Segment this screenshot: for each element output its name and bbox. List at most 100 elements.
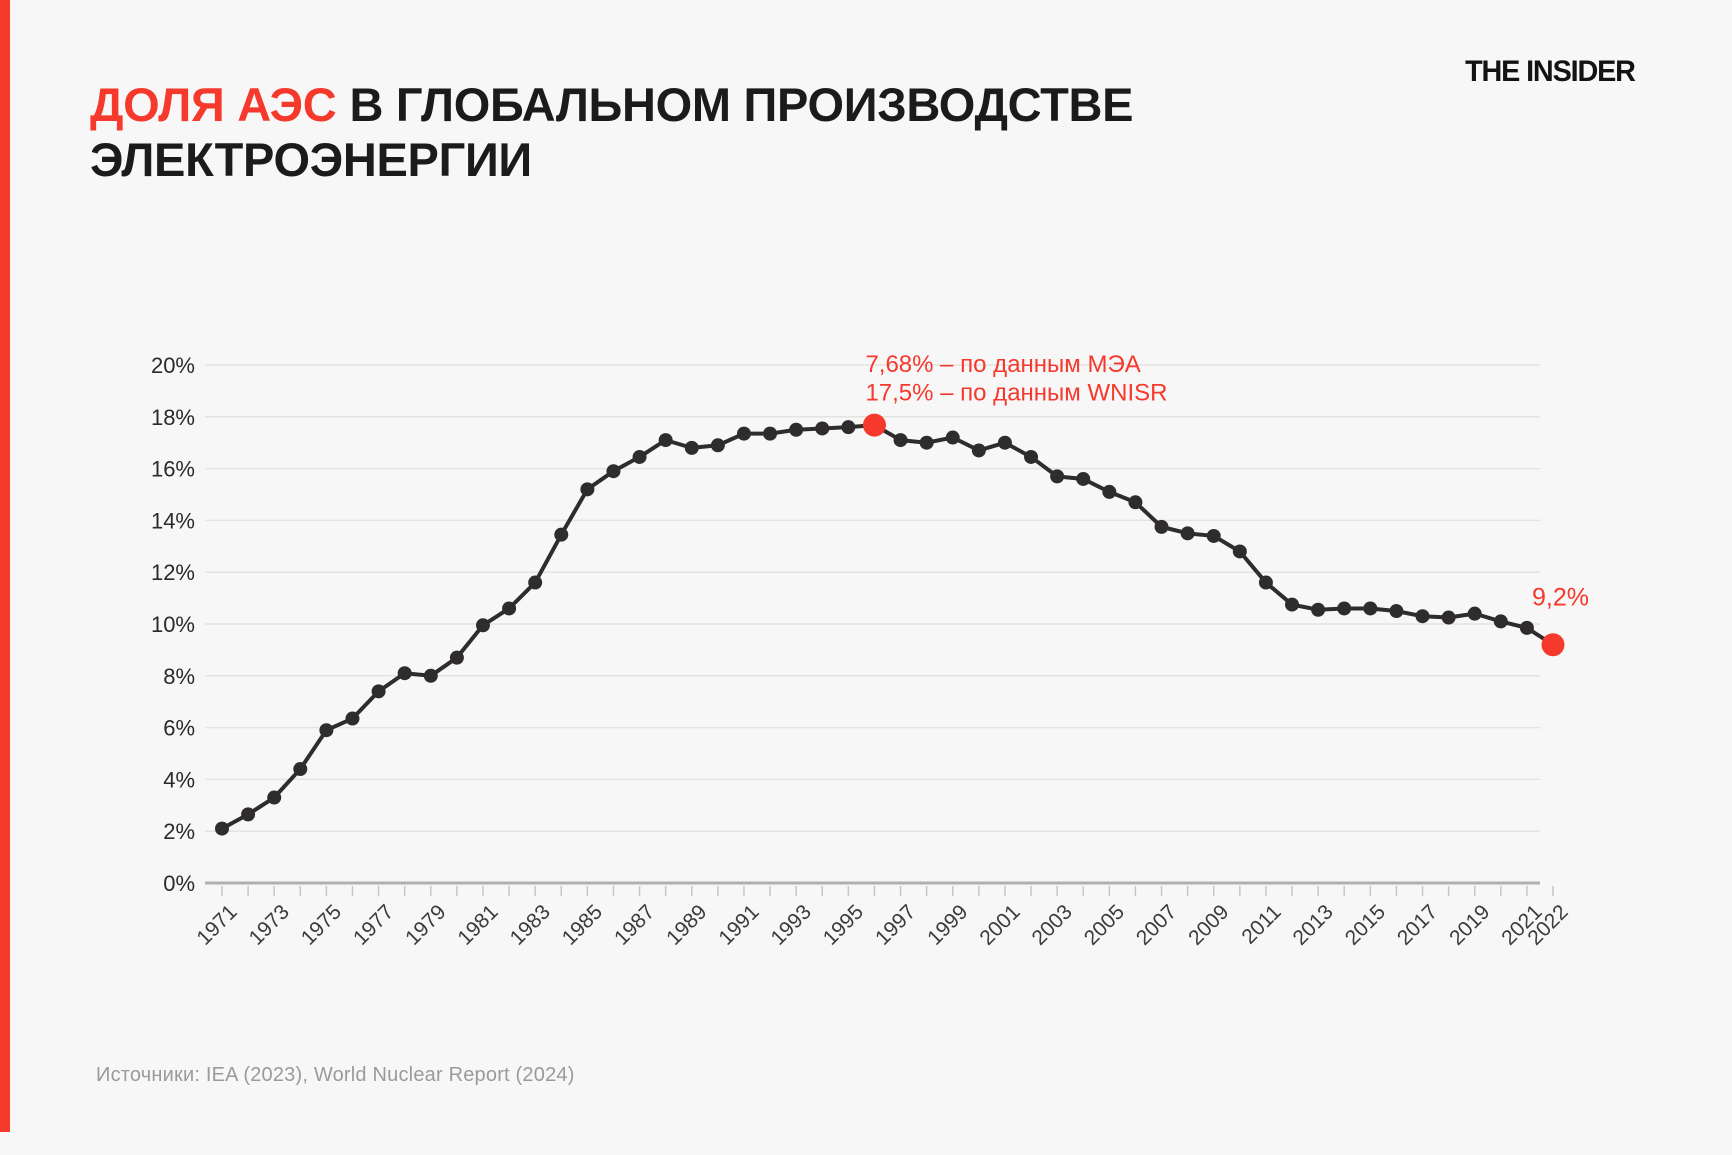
data-point <box>815 421 830 436</box>
data-point <box>423 668 438 683</box>
y-tick-label: 18% <box>151 405 195 430</box>
x-tick-label: 2015 <box>1341 900 1390 949</box>
y-tick-label: 14% <box>151 508 195 533</box>
data-point <box>1180 526 1195 541</box>
x-tick-label: 1979 <box>401 900 450 949</box>
data-point <box>215 821 229 836</box>
data-point <box>1493 614 1508 629</box>
data-point <box>945 430 960 445</box>
x-tick-label: 1983 <box>506 900 555 949</box>
data-point-highlight <box>1541 633 1565 657</box>
chart-line <box>220 423 1555 831</box>
data-point <box>1441 610 1456 625</box>
y-tick-label: 4% <box>163 767 195 792</box>
data-point <box>1258 575 1273 590</box>
source-note: Источники: IEA (2023), World Nuclear Rep… <box>96 1064 575 1086</box>
x-tick-label: 1987 <box>610 900 659 949</box>
data-point <box>710 438 725 453</box>
y-tick-label: 12% <box>151 560 195 585</box>
page-title: ДОЛЯ АЭС В ГЛОБАЛЬНОМ ПРОИЗВОДСТВЕ ЭЛЕКТР… <box>90 78 1134 187</box>
data-point <box>1311 602 1326 617</box>
x-tick-label: 1993 <box>767 900 816 949</box>
data-point-highlight <box>862 413 886 437</box>
left-accent-bar <box>0 0 10 1132</box>
x-tick-label: 2007 <box>1132 900 1181 949</box>
data-point <box>1363 601 1378 616</box>
data-point <box>241 807 256 822</box>
x-tick-label: 1997 <box>871 900 920 949</box>
data-point <box>1102 484 1117 499</box>
title-accent: ДОЛЯ АЭС <box>90 78 337 131</box>
data-point <box>997 435 1012 450</box>
data-point <box>528 575 543 590</box>
data-point <box>763 426 778 441</box>
y-tick-label: 20% <box>151 353 195 378</box>
x-tick-label: 1991 <box>714 900 763 949</box>
x-tick-label: 1973 <box>245 900 294 949</box>
title-line2: ЭЛЕКТРОЭНЕРГИИ <box>90 132 532 186</box>
x-tick-label: 2005 <box>1080 900 1129 949</box>
data-point <box>1285 597 1300 612</box>
data-point <box>919 435 934 450</box>
title-line1-rest: В ГЛОБАЛЬНОМ ПРОИЗВОДСТВЕ <box>349 78 1134 131</box>
data-point <box>1024 449 1039 464</box>
x-tick-label: 2017 <box>1393 900 1442 949</box>
data-point <box>1415 609 1430 624</box>
y-tick-label: 0% <box>163 871 195 896</box>
x-tick-label: 1995 <box>819 900 868 949</box>
x-tick-label: 2009 <box>1184 900 1233 949</box>
x-tick-label: 2013 <box>1289 900 1338 949</box>
x-tick-label: 1977 <box>349 900 398 949</box>
x-tick-label: 2011 <box>1237 900 1285 948</box>
y-tick-label: 2% <box>163 819 195 844</box>
y-tick-label: 16% <box>151 457 195 482</box>
data-point <box>1154 519 1169 534</box>
data-point <box>449 650 464 665</box>
x-tick-label: 1975 <box>297 900 346 949</box>
x-tick-label: 2003 <box>1028 900 1077 949</box>
data-point <box>789 422 804 437</box>
y-tick-label: 10% <box>151 612 195 637</box>
x-tick-label: 1981 <box>453 900 502 949</box>
data-point <box>736 426 751 441</box>
data-point <box>580 482 595 497</box>
data-point <box>632 449 647 464</box>
x-tick-label: 1971 <box>192 900 241 949</box>
data-point <box>1232 544 1247 559</box>
data-point <box>1389 604 1404 619</box>
data-point <box>658 433 673 448</box>
x-tick-label: 1999 <box>923 900 972 949</box>
data-point <box>1467 606 1482 621</box>
data-point <box>1128 495 1143 510</box>
data-point <box>267 790 282 805</box>
x-tick-label: 2019 <box>1445 900 1494 949</box>
data-point <box>1206 528 1221 543</box>
logo: THE INSIDER <box>1465 55 1636 88</box>
data-point <box>397 666 412 681</box>
data-point <box>554 527 569 542</box>
data-point <box>319 723 334 738</box>
data-point <box>1050 469 1065 484</box>
x-tick-label: 1985 <box>558 900 607 949</box>
annotation-peak-line2: 17,5% – по данным WNISR <box>865 380 1167 407</box>
data-point <box>1337 601 1352 616</box>
annotation-latest-value: 9,2% <box>1532 584 1589 612</box>
data-point <box>293 762 308 777</box>
data-point <box>606 464 621 479</box>
data-point <box>684 440 699 455</box>
data-point <box>1519 620 1534 635</box>
data-point <box>841 420 856 435</box>
data-point <box>971 443 986 458</box>
data-point <box>345 711 360 726</box>
data-point <box>475 618 490 633</box>
y-tick-label: 8% <box>163 664 195 689</box>
data-point <box>502 601 517 616</box>
y-tick-label: 6% <box>163 716 195 741</box>
x-tick-label: 2001 <box>975 900 1024 949</box>
data-point <box>1076 471 1091 486</box>
data-point <box>893 433 908 448</box>
data-point <box>371 684 386 699</box>
annotation-peak-line1: 7,68% – по данным МЭА <box>865 351 1140 378</box>
